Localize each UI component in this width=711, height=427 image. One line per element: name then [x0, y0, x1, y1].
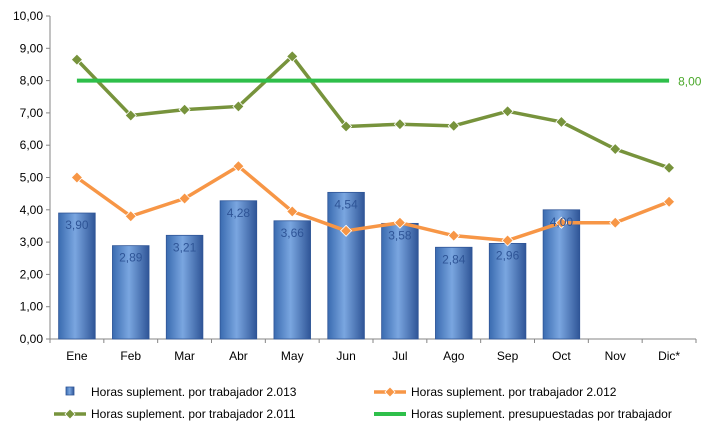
bar-data-label: 4,00	[550, 215, 574, 229]
line-point-marker	[555, 115, 568, 129]
x-tick-label: Jul	[392, 349, 407, 363]
legend-marker	[64, 408, 76, 420]
bar	[165, 234, 204, 340]
y-tick-label: 3,00	[20, 235, 44, 249]
x-tick-label: May	[281, 349, 304, 363]
axes: 0,00 1,00 2,00 3,00 4,00 5,00 6,00 7,00 8,00 9,00…	[13, 9, 697, 363]
line-point-marker	[393, 118, 406, 131]
bar-data-label: 3,90	[65, 218, 89, 232]
bar-data-label: 2,96	[496, 248, 520, 262]
y-tick-label: 0,00	[20, 332, 44, 346]
bar-data-label: 3,58	[388, 228, 412, 242]
x-tick-label: Mar	[174, 349, 195, 363]
line-point-marker	[501, 105, 514, 118]
y-tick-label: 10,00	[13, 9, 43, 23]
x-tick-label: Ene	[66, 349, 88, 363]
legend: Horas suplement. por trabajador 2.013 Hor…	[54, 385, 672, 421]
x-tick-label: Oct	[552, 349, 571, 363]
bar	[435, 246, 473, 340]
line-series	[70, 50, 676, 247]
series-line	[75, 54, 670, 170]
bar-data-label: 2,89	[119, 251, 143, 265]
line-point-marker	[393, 216, 406, 229]
line-point-marker	[447, 119, 460, 132]
bar-data-label: 2,84	[442, 252, 466, 266]
x-tick-label: Feb	[120, 349, 141, 363]
y-tick-label: 8,00	[20, 74, 44, 88]
line-point-marker	[178, 192, 191, 205]
x-tick-label: Sep	[497, 349, 519, 363]
line-point-marker	[447, 229, 460, 242]
x-tick-label: Ago	[443, 349, 465, 363]
line-point-marker	[663, 195, 676, 208]
legend-swatch	[65, 386, 75, 396]
line-point-marker	[609, 143, 622, 156]
line-point-marker	[286, 50, 299, 63]
x-tick-label: Nov	[605, 349, 626, 363]
line-point-marker	[124, 210, 137, 223]
legend-marker	[384, 386, 396, 398]
line-point-marker	[232, 160, 245, 173]
data-labels: 3,90 2,89 3,21 4,28 3,66 4,54 3,58 2,84 2,96 4,00…	[65, 75, 702, 267]
y-tick-label: 7,00	[20, 106, 44, 120]
line-point-marker	[70, 53, 83, 66]
bar-data-label: 3,21	[173, 240, 197, 254]
legend-label: Horas suplement. presupuestadas por trab…	[411, 407, 672, 421]
x-tick-label: Abr	[229, 349, 248, 363]
x-tick-label: Jun	[336, 349, 355, 363]
budget-line-label: 8,00	[678, 75, 702, 89]
line-point-marker	[286, 205, 299, 218]
line-point-marker	[555, 216, 568, 229]
y-tick-label: 6,00	[20, 138, 44, 152]
line-point-marker	[178, 103, 191, 116]
bar	[273, 220, 311, 340]
y-tick-label: 2,00	[20, 267, 44, 281]
line-point-marker	[124, 109, 137, 122]
line-point-marker	[609, 216, 622, 229]
line-point-marker	[340, 120, 353, 133]
series-line	[75, 164, 670, 243]
bar	[327, 191, 365, 340]
bar	[58, 212, 96, 340]
bar-series	[58, 191, 581, 340]
y-tick-label: 5,00	[20, 171, 44, 185]
y-tick-label: 4,00	[20, 203, 44, 217]
bar-data-label: 4,54	[334, 197, 358, 211]
line-point-marker	[232, 100, 245, 113]
x-tick-label: Dic*	[658, 349, 680, 363]
legend-label: Horas suplement. por trabajador 2.013	[91, 385, 297, 399]
legend-label: Horas suplement. por trabajador 2.011	[91, 407, 296, 421]
bar-data-label: 3,66	[281, 226, 305, 240]
bar	[542, 209, 581, 340]
line-point-marker	[70, 171, 83, 184]
bar	[112, 245, 150, 340]
y-tick-label: 1,00	[20, 300, 44, 314]
line-point-marker	[501, 234, 514, 247]
legend-label: Horas suplement. por trabajador 2.012	[411, 385, 617, 399]
bar	[381, 222, 419, 340]
line-point-marker	[340, 224, 353, 237]
line-point-marker	[663, 161, 676, 174]
bar	[219, 200, 258, 340]
bar-data-label: 4,28	[227, 206, 251, 220]
y-tick-label: 9,00	[20, 41, 44, 55]
